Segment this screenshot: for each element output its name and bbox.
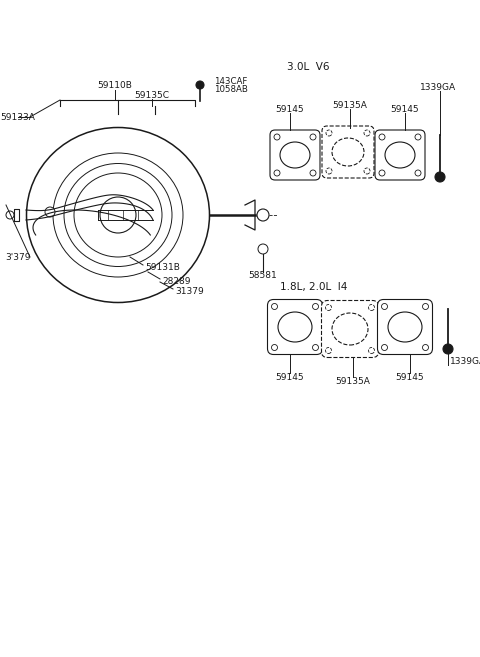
Circle shape: [379, 170, 385, 176]
Text: 3.0L  V6: 3.0L V6: [287, 62, 329, 72]
Text: 59145: 59145: [391, 104, 420, 114]
Circle shape: [258, 244, 268, 254]
Circle shape: [272, 304, 277, 309]
Text: 3'379: 3'379: [5, 252, 31, 261]
FancyBboxPatch shape: [375, 130, 425, 180]
Circle shape: [443, 344, 453, 354]
Text: 59110B: 59110B: [97, 81, 132, 91]
Text: 59145: 59145: [276, 373, 304, 382]
Circle shape: [45, 207, 55, 217]
FancyBboxPatch shape: [377, 300, 432, 355]
Circle shape: [325, 348, 332, 353]
Circle shape: [382, 304, 387, 309]
Circle shape: [369, 304, 374, 311]
Text: 1339GA: 1339GA: [450, 357, 480, 365]
Ellipse shape: [332, 138, 364, 166]
FancyBboxPatch shape: [270, 130, 320, 180]
Circle shape: [415, 134, 421, 140]
Circle shape: [415, 170, 421, 176]
Text: 59145: 59145: [276, 104, 304, 114]
Circle shape: [100, 197, 136, 233]
Text: 59131B: 59131B: [145, 263, 180, 271]
Text: 59135A: 59135A: [333, 101, 367, 110]
Ellipse shape: [278, 312, 312, 342]
FancyBboxPatch shape: [322, 126, 374, 178]
Text: 1058AB: 1058AB: [214, 85, 248, 93]
Circle shape: [274, 170, 280, 176]
Text: 1339GA: 1339GA: [420, 83, 456, 91]
Circle shape: [6, 211, 14, 219]
Circle shape: [274, 134, 280, 140]
Circle shape: [257, 209, 269, 221]
Circle shape: [312, 344, 319, 350]
Ellipse shape: [388, 312, 422, 342]
Text: 31379: 31379: [175, 288, 204, 296]
Text: 1.8L, 2.0L  I4: 1.8L, 2.0L I4: [280, 282, 348, 292]
Circle shape: [196, 81, 204, 89]
Text: 59135A: 59135A: [336, 376, 371, 386]
Text: 59133A: 59133A: [0, 112, 36, 122]
Circle shape: [326, 130, 332, 136]
Text: 58581: 58581: [249, 271, 277, 281]
Circle shape: [422, 304, 429, 309]
Circle shape: [364, 130, 370, 136]
Circle shape: [369, 348, 374, 353]
Circle shape: [422, 344, 429, 350]
Ellipse shape: [385, 142, 415, 168]
Circle shape: [310, 170, 316, 176]
Circle shape: [379, 134, 385, 140]
Circle shape: [364, 168, 370, 174]
Ellipse shape: [280, 142, 310, 168]
FancyBboxPatch shape: [322, 300, 379, 357]
Circle shape: [325, 304, 332, 311]
Circle shape: [382, 344, 387, 350]
Circle shape: [312, 304, 319, 309]
Circle shape: [435, 172, 445, 182]
Circle shape: [272, 344, 277, 350]
Text: 28289: 28289: [162, 277, 191, 286]
Text: 143CAF: 143CAF: [214, 76, 247, 85]
Ellipse shape: [26, 127, 209, 302]
Circle shape: [310, 134, 316, 140]
FancyBboxPatch shape: [267, 300, 323, 355]
Text: 59145: 59145: [396, 373, 424, 382]
Circle shape: [326, 168, 332, 174]
Text: 59135C: 59135C: [134, 91, 169, 99]
Ellipse shape: [332, 313, 368, 345]
